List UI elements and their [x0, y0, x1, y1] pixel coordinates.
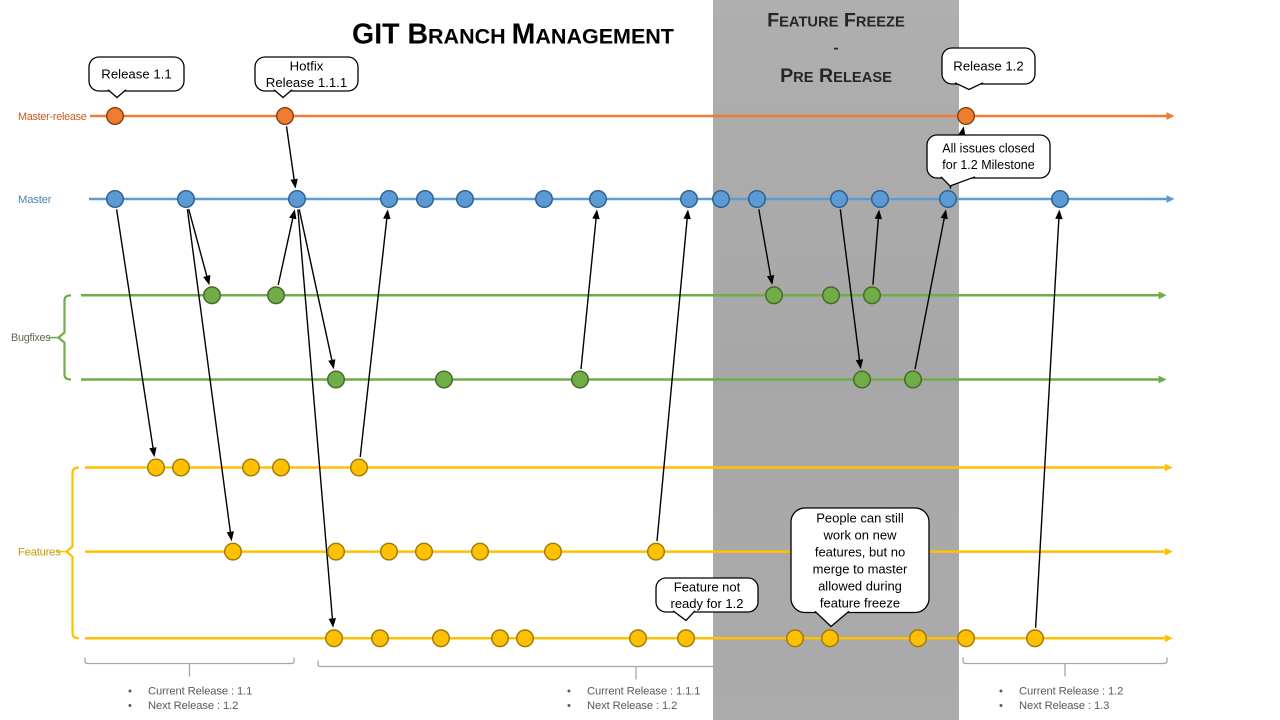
svg-text:•: •: [128, 700, 132, 712]
svg-text:•: •: [128, 686, 132, 698]
svg-text:•: •: [567, 686, 571, 698]
svg-text:•: •: [999, 686, 1003, 698]
svg-text:Feature not: Feature not: [674, 579, 741, 594]
svg-text:Next Release : 1.3: Next Release : 1.3: [1019, 700, 1109, 712]
svg-text:PRE RELEASE: PRE RELEASE: [780, 65, 892, 87]
svg-text:Release 1.1: Release 1.1: [101, 67, 171, 82]
svg-text:Master: Master: [18, 194, 52, 206]
svg-text:Current Release : 1.1.1: Current Release : 1.1.1: [587, 686, 700, 698]
svg-text:•: •: [567, 700, 571, 712]
svg-text:Next Release : 1.2: Next Release : 1.2: [148, 700, 238, 712]
svg-text:People can still: People can still: [816, 510, 904, 525]
svg-text:ready for 1.2: ready for 1.2: [671, 596, 744, 611]
svg-text:feature freeze: feature freeze: [820, 595, 900, 610]
svg-text:-: -: [834, 40, 839, 57]
svg-text:Master-release: Master-release: [18, 111, 87, 123]
svg-text:Current Release : 1.2: Current Release : 1.2: [1019, 686, 1123, 698]
svg-text:Current Release : 1.1: Current Release : 1.1: [148, 686, 252, 698]
svg-text:All issues closed: All issues closed: [942, 142, 1034, 156]
svg-text:FEATURE FREEZE: FEATURE FREEZE: [767, 10, 905, 32]
svg-text:•: •: [999, 700, 1003, 712]
svg-text:work on new: work on new: [823, 527, 898, 542]
svg-text:features, but no: features, but no: [815, 544, 905, 559]
svg-text:Release 1.2: Release 1.2: [953, 59, 1023, 74]
svg-text:Features: Features: [18, 547, 61, 559]
svg-text:Hotfix: Hotfix: [290, 58, 324, 73]
svg-text:Release 1.1.1: Release 1.1.1: [266, 75, 347, 90]
svg-text:allowed during: allowed during: [818, 578, 902, 593]
svg-text:Bugfixes: Bugfixes: [11, 332, 51, 344]
svg-text:merge to master: merge to master: [813, 561, 908, 576]
svg-text:for 1.2 Milestone: for 1.2 Milestone: [942, 158, 1034, 172]
svg-text:GIT BRANCH MANAGEMENT: GIT BRANCH MANAGEMENT: [352, 19, 674, 51]
svg-text:Next Release : 1.2: Next Release : 1.2: [587, 700, 677, 712]
